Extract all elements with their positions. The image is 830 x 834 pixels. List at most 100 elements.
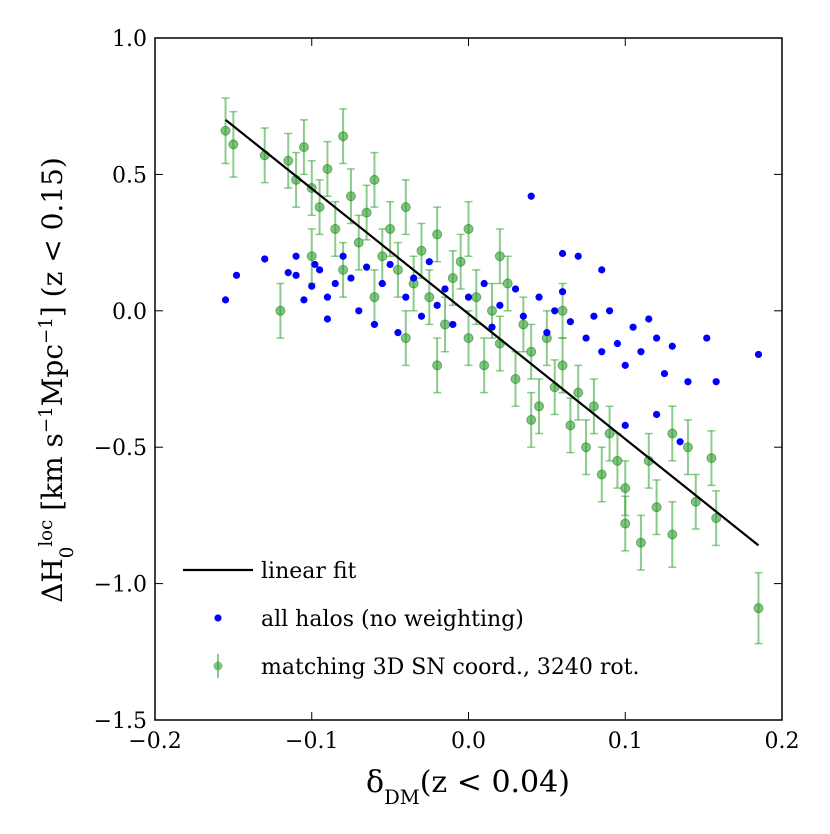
point: [386, 260, 394, 269]
error-point: [314, 179, 325, 236]
point: [558, 249, 567, 258]
error-point: [604, 405, 615, 462]
point: [621, 421, 629, 429]
error-point: [392, 241, 403, 298]
point: [684, 378, 692, 386]
point: [635, 537, 646, 548]
point: [283, 155, 294, 166]
error-point: [259, 127, 270, 184]
error-point: [635, 514, 646, 571]
point: [385, 223, 396, 234]
error-point: [369, 151, 380, 208]
point: [653, 334, 661, 342]
error-point: [463, 200, 474, 257]
label-part: [km s: [36, 433, 69, 520]
point: [378, 279, 386, 288]
point: [355, 307, 363, 315]
point: [487, 305, 498, 316]
point: [410, 274, 418, 282]
fit-line: [224, 118, 760, 547]
error-point: [369, 269, 380, 326]
point: [620, 518, 631, 529]
point: [392, 264, 403, 275]
point: [479, 360, 490, 371]
point: [645, 315, 653, 323]
point: [228, 139, 239, 150]
error-point: [447, 250, 458, 307]
point: [400, 202, 411, 213]
error-point: [541, 310, 552, 367]
point: [753, 603, 764, 614]
point: [322, 163, 333, 174]
point: [347, 274, 355, 282]
error-point: [463, 310, 474, 367]
point: [300, 296, 308, 304]
plot-frame: [154, 37, 783, 721]
error-point: [565, 397, 576, 454]
error-point: [518, 296, 529, 353]
legend-label: matching 3D SN coord., 3240 rot.: [261, 655, 640, 680]
error-point: [596, 446, 607, 503]
point: [311, 260, 319, 269]
point: [620, 483, 631, 494]
point: [441, 285, 449, 293]
point: [363, 263, 371, 271]
point: [308, 282, 316, 290]
point: [432, 229, 443, 240]
error-point: [432, 206, 443, 263]
point: [361, 207, 372, 218]
label-part: DM: [384, 786, 420, 809]
point: [439, 319, 450, 330]
point: [711, 513, 722, 524]
error-point: [706, 430, 717, 487]
error-point: [385, 200, 396, 257]
error-point: [573, 364, 584, 421]
error-point: [345, 168, 356, 225]
error-point: [651, 479, 662, 536]
point: [557, 305, 568, 316]
error-point: [220, 97, 231, 165]
point: [651, 502, 662, 513]
point: [402, 293, 410, 301]
error-point: [753, 571, 764, 645]
point: [494, 251, 505, 262]
point: [315, 266, 324, 274]
point: [424, 292, 435, 303]
point: [425, 258, 433, 266]
error-point: [400, 310, 411, 367]
x-tick-label: 0.0: [451, 729, 486, 754]
point: [598, 266, 606, 274]
point: [455, 256, 466, 267]
point: [588, 401, 599, 412]
point: [394, 329, 402, 337]
point: [502, 278, 513, 289]
point: [306, 251, 317, 262]
label-part: δ: [366, 765, 384, 800]
error-point: [377, 228, 388, 285]
error-point: [502, 255, 513, 312]
point: [511, 285, 520, 293]
x-tick-label: 0.2: [765, 729, 800, 754]
error-point: [690, 473, 701, 530]
point: [706, 453, 717, 464]
point: [668, 342, 676, 350]
point: [370, 320, 379, 329]
point: [667, 428, 678, 439]
point: [298, 142, 309, 153]
point: [557, 360, 568, 371]
point: [232, 271, 241, 279]
x-axis-label: δDM(z < 0.04): [366, 765, 570, 809]
point: [261, 255, 269, 263]
error-point: [416, 222, 427, 279]
error-point: [338, 241, 349, 298]
point: [581, 442, 592, 453]
error-point: [494, 315, 505, 372]
error-point: [408, 255, 419, 312]
error-point: [330, 200, 341, 257]
point: [621, 361, 629, 369]
legend-marker: [213, 661, 223, 671]
point: [488, 323, 496, 331]
point: [712, 378, 720, 386]
x-tick-label: −0.1: [285, 729, 338, 754]
point: [676, 438, 684, 446]
